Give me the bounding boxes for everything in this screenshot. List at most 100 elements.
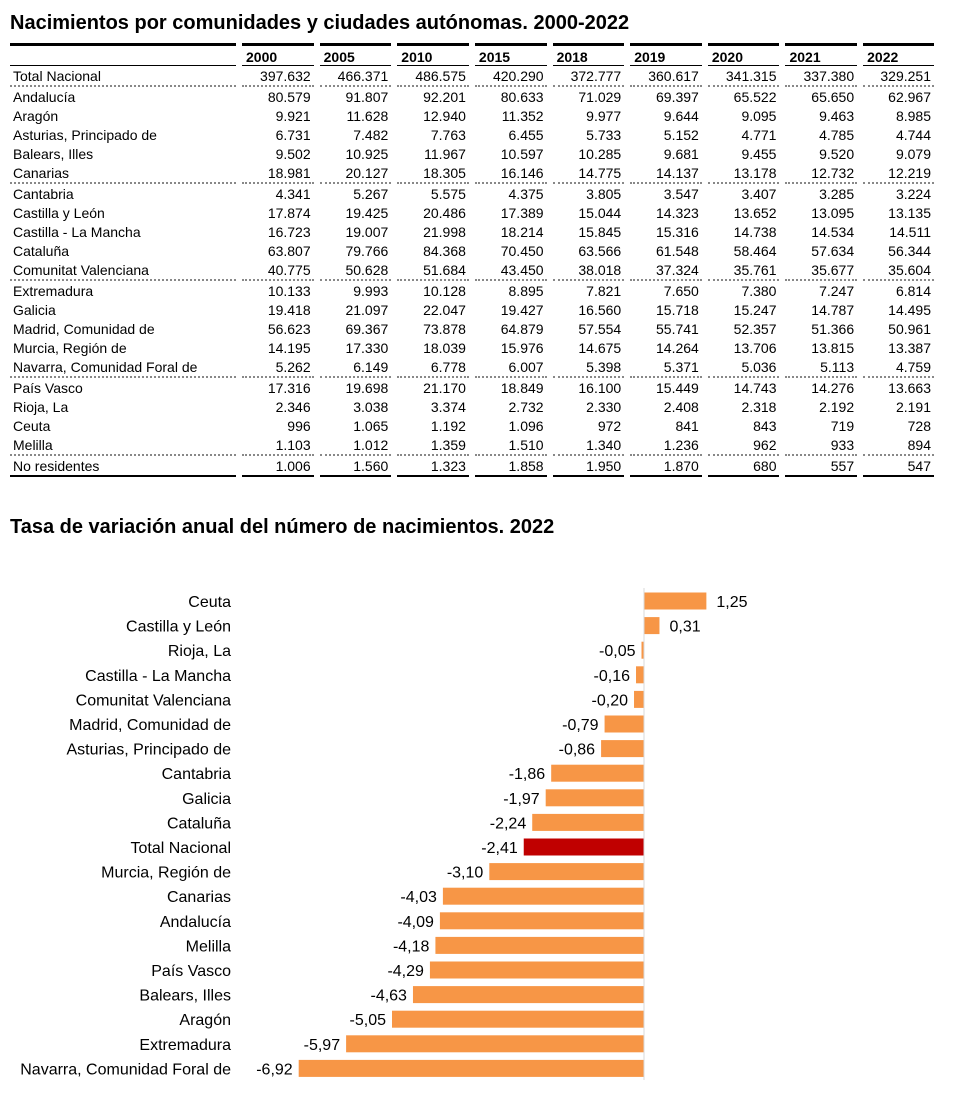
- cell-value: 9.502: [236, 144, 317, 163]
- cell-value: 13.095: [779, 203, 861, 222]
- cell-value: 9.977: [546, 106, 628, 125]
- cell-value: 16.100: [546, 377, 628, 397]
- cell-value: 80.633: [468, 86, 550, 106]
- cell-value: 18.214: [468, 222, 550, 241]
- cell-value: 19.698: [313, 377, 395, 397]
- cell-value: 84.368: [391, 241, 472, 260]
- cell-value: 14.137: [624, 163, 705, 184]
- cell-value: 3.547: [624, 183, 705, 203]
- bar: [429, 961, 644, 979]
- cell-value: 35.604: [857, 260, 934, 281]
- bar: [634, 690, 644, 708]
- cell-value: 65.650: [779, 86, 861, 106]
- cell-value: 64.879: [468, 319, 550, 338]
- cell-value: 1.006: [236, 455, 317, 477]
- cell-value: 6.778: [391, 357, 472, 378]
- cell-value: 1.103: [236, 435, 317, 456]
- cell-value: 5.267: [313, 183, 395, 203]
- cell-value: 92.201: [391, 86, 472, 106]
- cell-value: 57.634: [779, 241, 861, 260]
- cell-value: 10.133: [236, 280, 317, 300]
- cell-value: 11.352: [468, 106, 550, 125]
- cell-value: 18.981: [236, 163, 317, 184]
- cell-value: 3.038: [313, 397, 395, 416]
- cell-value: 63.807: [236, 241, 317, 260]
- cell-value: 15.247: [701, 300, 783, 319]
- cell-value: 20.127: [313, 163, 395, 184]
- bar: [644, 617, 660, 635]
- cell-value: 9.455: [701, 144, 783, 163]
- cell-value: 1.065: [313, 416, 395, 435]
- cell-value: 7.650: [624, 280, 705, 300]
- cell-value: 19.427: [468, 300, 550, 319]
- cell-value: 2.318: [701, 397, 783, 416]
- variation-bar-chart: Ceuta 1,25 Castilla y León 0,31 Rioja, La -0,…: [20, 588, 748, 1080]
- cell-value: 2.408: [624, 397, 705, 416]
- column-header: 2019: [624, 44, 705, 66]
- cell-value: 22.047: [391, 300, 472, 319]
- cell-value: 7.482: [313, 125, 395, 144]
- cell-value: 3.805: [546, 183, 628, 203]
- cell-value: 50.628: [313, 260, 395, 281]
- category-label: Melilla: [186, 938, 231, 955]
- data-label: -0,16: [594, 668, 631, 685]
- cell-value: 15.845: [546, 222, 628, 241]
- cell-value: 19.007: [313, 222, 395, 241]
- cell-value: 1.560: [313, 455, 395, 477]
- row-label: Asturias, Principado de: [13, 126, 157, 143]
- row-label: Aragón: [13, 107, 59, 124]
- column-header: 2010: [391, 44, 472, 66]
- cell-value: 1.012: [313, 435, 395, 456]
- cell-value: 10.128: [391, 280, 472, 300]
- category-label: Extremadura: [139, 1037, 231, 1054]
- cell-value: 547: [857, 455, 934, 477]
- data-label: -0,86: [559, 742, 596, 759]
- cell-value: 843: [701, 416, 783, 435]
- cell-value: 6.007: [468, 357, 550, 378]
- cell-value: 43.450: [468, 260, 550, 281]
- cell-value: 5.733: [546, 125, 628, 144]
- table-title: Nacimientos por comunidades y ciudades a…: [10, 12, 630, 34]
- cell-value: 16.723: [236, 222, 317, 241]
- cell-value: 719: [779, 416, 861, 435]
- bar: [532, 813, 644, 831]
- cell-value: 13.135: [857, 203, 934, 222]
- data-label: -4,18: [393, 938, 430, 955]
- cell-value: 14.675: [546, 338, 628, 357]
- cell-value: 2.732: [468, 397, 550, 416]
- cell-value: 557: [779, 455, 861, 477]
- data-label: -5,97: [304, 1037, 341, 1054]
- bar: [604, 715, 644, 733]
- cell-value: 1.340: [546, 435, 628, 456]
- cell-value: 1.359: [391, 435, 472, 456]
- cell-value: 6.814: [857, 280, 934, 300]
- cell-value: 9.095: [701, 106, 783, 125]
- cell-value: 5.152: [624, 125, 705, 144]
- cell-value: 38.018: [546, 260, 628, 281]
- cell-value: 14.495: [857, 300, 934, 319]
- bar: [412, 986, 644, 1004]
- cell-value: 3.224: [857, 183, 934, 203]
- row-label: Melilla: [10, 435, 239, 456]
- cell-value: 12.219: [857, 163, 934, 184]
- category-label: Galicia: [182, 791, 231, 808]
- cell-value: 80.579: [236, 86, 317, 106]
- cell-value: 18.039: [391, 338, 472, 357]
- cell-value: 372.777: [546, 65, 628, 87]
- cell-value: 21.998: [391, 222, 472, 241]
- cell-value: 841: [624, 416, 705, 435]
- cell-value: 3.407: [701, 183, 783, 203]
- cell-value: 12.940: [391, 106, 472, 125]
- table-row: Canarias 18.981 20.127 18.305 16.146 14.775 14…: [10, 163, 934, 184]
- table-row: Aragón 9.921 11.628 12.940 11.352 9.977 9.644 9…: [10, 106, 934, 125]
- table-header-row: 2000 2005 2010 2015 2018 2019 2020 2021 2022: [10, 44, 934, 66]
- cell-value: 17.330: [313, 338, 395, 357]
- table-row: Cantabria 4.341 5.267 5.575 4.375 3.805 3.547 3…: [10, 183, 934, 203]
- cell-value: 69.367: [313, 319, 395, 338]
- cell-value: 19.418: [236, 300, 317, 319]
- bar: [551, 764, 644, 782]
- table-row: Melilla 1.103 1.012 1.359 1.510 1.340 1.236 962…: [10, 435, 934, 456]
- column-header: 2020: [701, 44, 783, 66]
- cell-value: 1.950: [546, 455, 628, 477]
- cell-value: 1.510: [468, 435, 550, 456]
